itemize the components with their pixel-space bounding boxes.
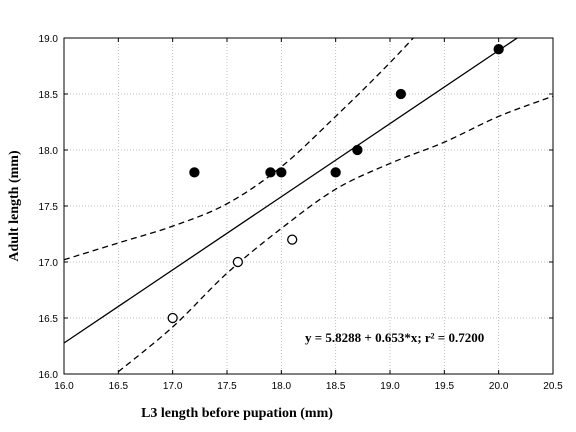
x-tick-label: 18.5 <box>326 381 346 392</box>
axes <box>63 37 554 375</box>
x-tick-label: 19.0 <box>380 381 400 392</box>
open-data-point <box>167 312 178 324</box>
filled-data-point <box>276 167 287 178</box>
x-tick-label: 17.5 <box>217 381 237 392</box>
data-points <box>167 44 504 324</box>
x-tick-label: 19.5 <box>435 381 455 392</box>
y-tick-label: 18.5 <box>39 90 59 101</box>
y-tick-label: 19.0 <box>39 34 59 45</box>
confidence-band <box>64 38 553 373</box>
filled-data-point <box>330 167 341 178</box>
filled-data-point <box>189 167 200 178</box>
filled-data-point <box>395 88 407 100</box>
x-tick-label: 16.0 <box>54 381 74 392</box>
x-axis-label: L3 length before pupation (mm) <box>141 406 333 421</box>
filled-data-point <box>352 144 363 156</box>
x-tick-label: 17.0 <box>163 381 183 392</box>
y-tick-label: 17.5 <box>39 202 59 213</box>
y-tick-label: 17.0 <box>39 258 59 269</box>
open-data-point <box>232 256 244 268</box>
open-data-point <box>287 234 298 245</box>
x-tick-label: 20.0 <box>489 381 509 392</box>
y-tick-label: 18.0 <box>39 146 59 157</box>
plot-frame <box>63 37 554 375</box>
y-tick-label: 16.0 <box>39 370 59 381</box>
grid <box>64 38 553 374</box>
x-tick-label: 18.0 <box>272 381 292 392</box>
tick-labels: 16.0 16.5 17.0 17.5 18.0 18.5 19.0 19.5 20.0 20.5… <box>39 34 564 392</box>
regression-line <box>64 38 519 344</box>
lower-confidence-curve <box>117 95 553 373</box>
y-tick-label: 16.5 <box>39 314 59 325</box>
x-tick-label: 16.5 <box>109 381 129 392</box>
upper-confidence-curve <box>64 38 415 261</box>
x-tick-label: 20.5 <box>543 381 563 392</box>
y-axis-label: Adult length (mm) <box>7 150 22 262</box>
regression-line-group <box>64 38 519 344</box>
regression-equation: y = 5.8288 + 0.653*x; r² = 0.7200 <box>305 330 484 345</box>
filled-data-point <box>493 44 504 55</box>
filled-data-point <box>265 167 276 178</box>
